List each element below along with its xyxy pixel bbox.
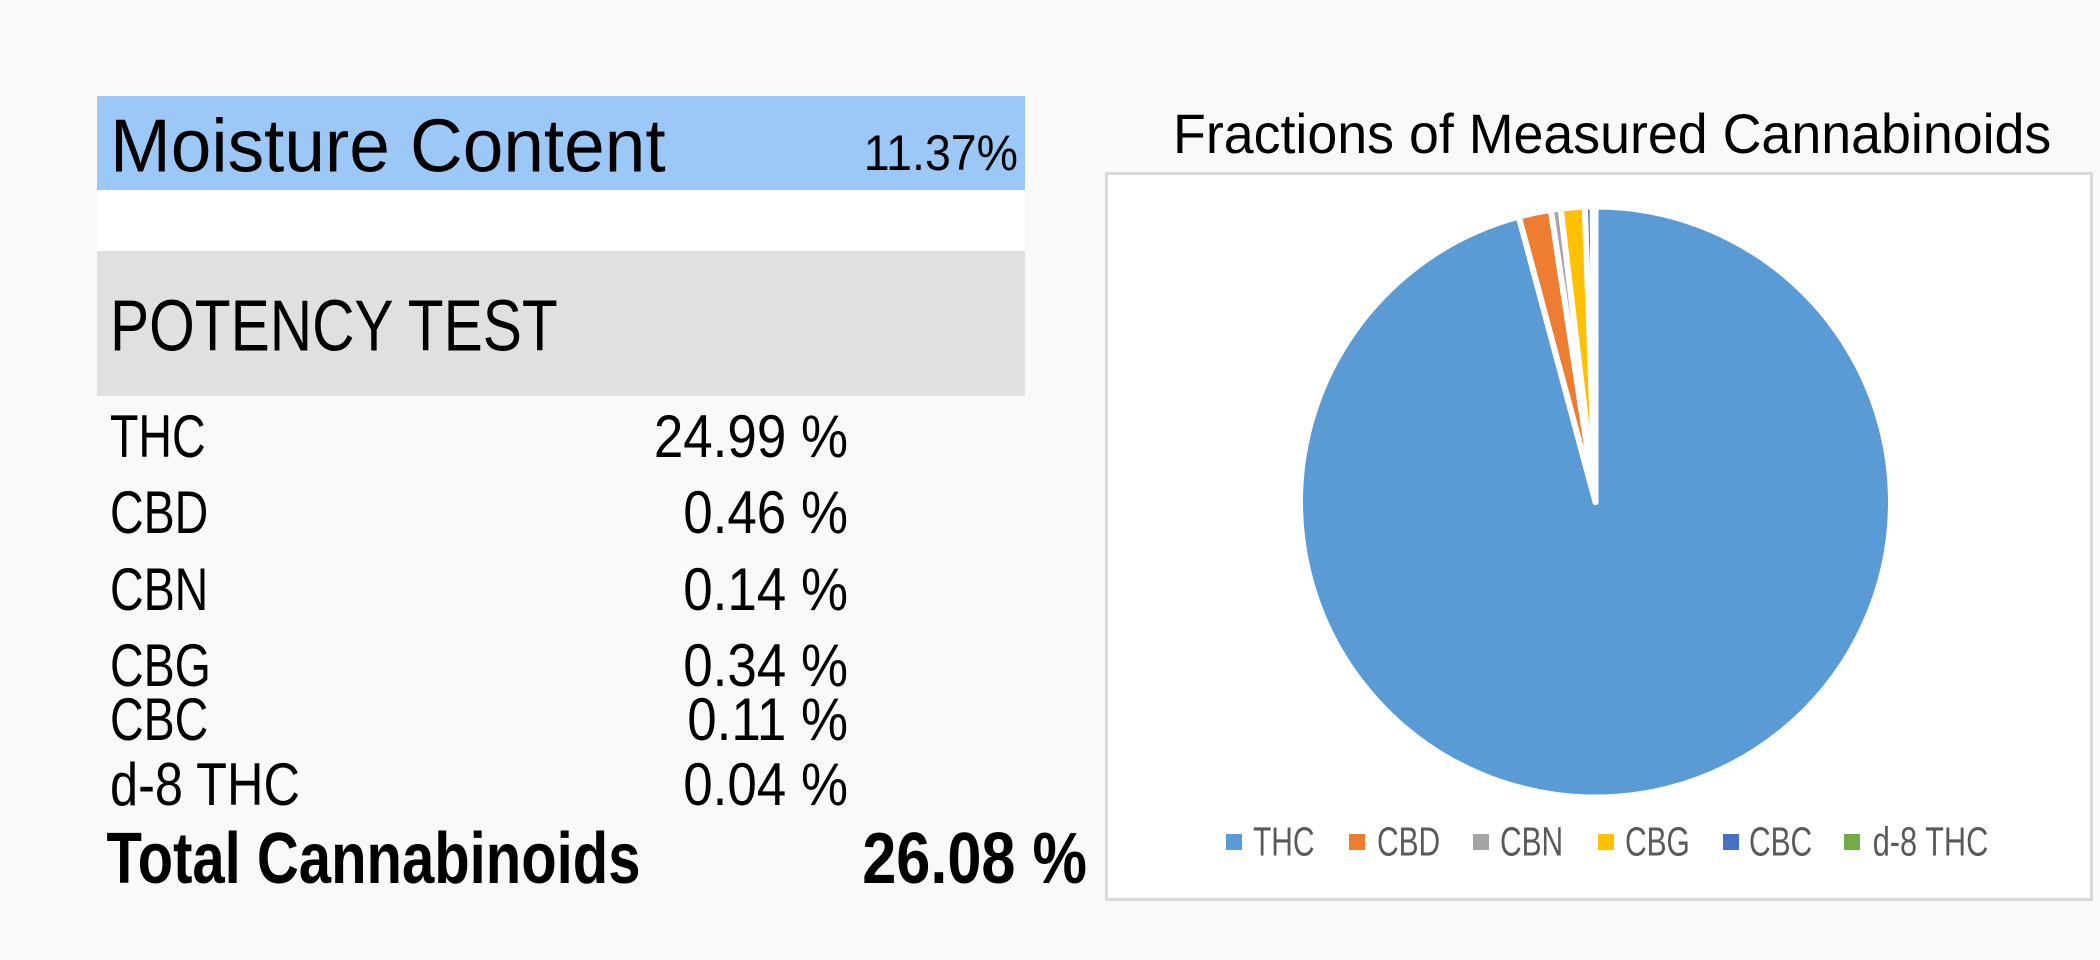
- svg-text:THC: THC: [110, 403, 206, 470]
- svg-text:Total Cannabinoids: Total Cannabinoids: [107, 818, 641, 898]
- svg-text:24.99 %: 24.99 %: [654, 403, 848, 470]
- svg-text:26.08 %: 26.08 %: [862, 818, 1087, 899]
- svg-text:0.34 %: 0.34 %: [683, 632, 848, 699]
- svg-text:d-8 THC: d-8 THC: [110, 751, 300, 818]
- svg-text:Moisture Content: Moisture Content: [110, 104, 666, 188]
- svg-text:CBN: CBN: [1500, 819, 1563, 865]
- svg-text:CBG: CBG: [1625, 819, 1690, 865]
- svg-text:d-8 THC: d-8 THC: [1873, 818, 1989, 864]
- svg-text:POTENCY TEST: POTENCY TEST: [110, 286, 558, 366]
- svg-text:CBC: CBC: [1749, 819, 1812, 865]
- svg-text:CBN: CBN: [110, 556, 208, 623]
- svg-text:0.11 %: 0.11 %: [687, 686, 848, 753]
- svg-text:0.46 %: 0.46 %: [683, 479, 848, 546]
- svg-text:0.04 %: 0.04 %: [683, 751, 848, 818]
- svg-text:Fractions of Measured Cannabin: Fractions of Measured Cannabinoids: [1173, 102, 2051, 165]
- svg-text:0.14 %: 0.14 %: [683, 556, 848, 623]
- svg-text:CBD: CBD: [110, 479, 208, 546]
- svg-text:THC: THC: [1253, 819, 1314, 865]
- svg-text:CBG: CBG: [110, 632, 211, 699]
- svg-text:CBD: CBD: [1377, 819, 1440, 865]
- svg-text:11.37%: 11.37%: [864, 125, 1018, 181]
- svg-text:CBC: CBC: [110, 686, 208, 753]
